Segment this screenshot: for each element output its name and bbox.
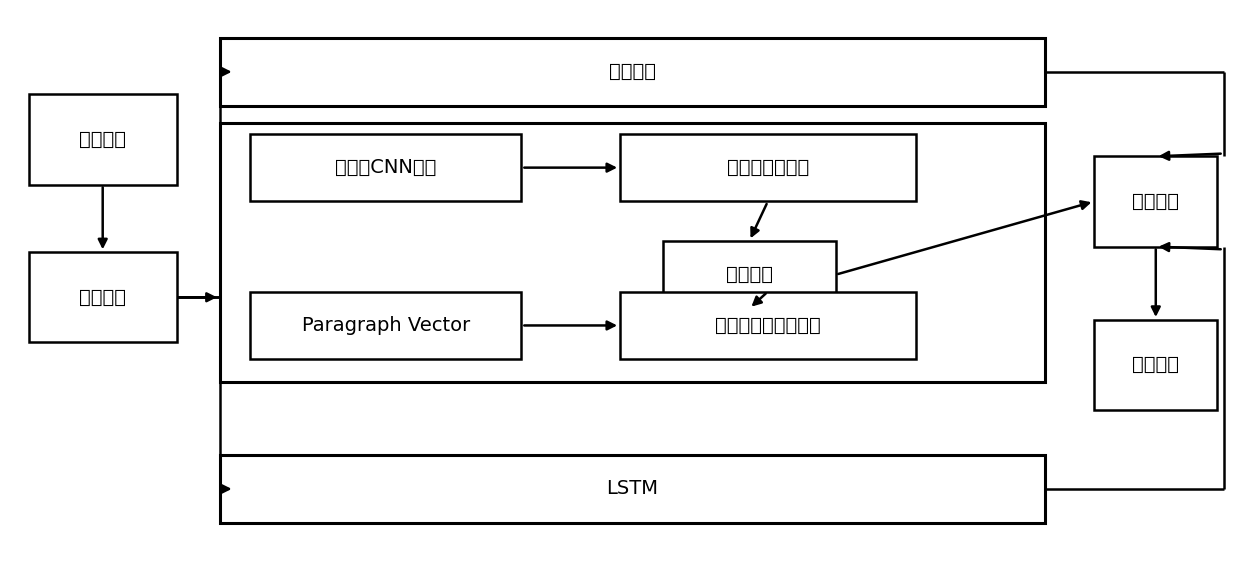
Text: 文本表示: 文本表示 <box>1132 192 1179 211</box>
Bar <box>29 252 176 343</box>
Bar <box>620 134 915 201</box>
Text: 用户的书写风格特征: 用户的书写风格特征 <box>715 316 821 335</box>
Bar <box>663 241 836 308</box>
Text: 判断反讽: 判断反讽 <box>1132 355 1179 375</box>
Text: Paragraph Vector: Paragraph Vector <box>301 316 470 335</box>
Bar <box>1094 156 1218 247</box>
Bar <box>219 38 1045 106</box>
Text: 用户的性格特征: 用户的性格特征 <box>727 158 808 177</box>
Bar <box>219 455 1045 523</box>
Bar <box>620 292 915 359</box>
Bar <box>250 292 522 359</box>
Text: 用户嵌入: 用户嵌入 <box>725 265 773 284</box>
Text: 自注意力: 自注意力 <box>609 62 656 81</box>
Bar <box>29 94 176 185</box>
Bar <box>250 134 522 201</box>
Text: 文本处理: 文本处理 <box>79 288 126 307</box>
Text: LSTM: LSTM <box>606 479 658 498</box>
Text: 预训练CNN模型: 预训练CNN模型 <box>335 158 436 177</box>
Bar <box>1094 320 1218 410</box>
Bar <box>219 122 1045 382</box>
Text: 评论文本: 评论文本 <box>79 130 126 149</box>
